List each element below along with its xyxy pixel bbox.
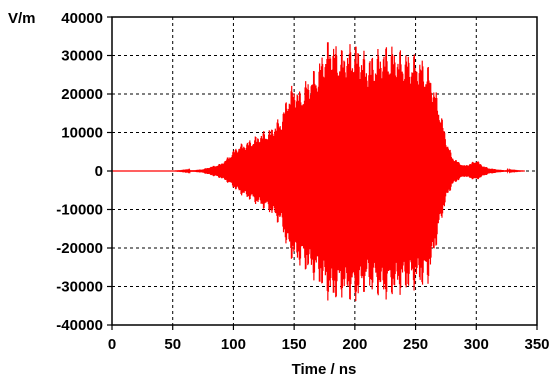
y-axis: 30000 20000 10000 0 -10000 -20000 -30000 -40000… xyxy=(56,10,112,334)
x-tick-label: 350 xyxy=(524,336,549,353)
x-tick-label: 0 xyxy=(108,336,116,353)
y-axis-label: V/m xyxy=(8,10,36,27)
y-tick-label: -20000 xyxy=(56,240,103,257)
y-tick-label: 40000 xyxy=(61,10,103,27)
x-tick-label: 100 xyxy=(221,336,246,353)
y-tick-label: -30000 xyxy=(56,279,103,296)
y-tick-label: 0 xyxy=(95,163,103,180)
y-tick-label: 10000 xyxy=(61,125,103,142)
plot-area xyxy=(112,42,525,302)
y-tick-label: 30000 xyxy=(61,48,103,65)
x-tick-label: 200 xyxy=(342,336,367,353)
x-tick-label: 300 xyxy=(464,336,489,353)
x-axis: 0 50 100 150 200 250 300 350 xyxy=(108,325,550,353)
y-tick-label: -10000 xyxy=(56,202,103,219)
series-envelope xyxy=(112,96,525,246)
x-axis-label: Time / ns xyxy=(292,361,357,378)
x-tick-label: 250 xyxy=(403,336,428,353)
x-tick-label: 50 xyxy=(164,336,181,353)
y-tick-label: -40000 xyxy=(56,317,103,334)
x-tick-label: 150 xyxy=(282,336,307,353)
y-tick-label: 20000 xyxy=(61,86,103,103)
